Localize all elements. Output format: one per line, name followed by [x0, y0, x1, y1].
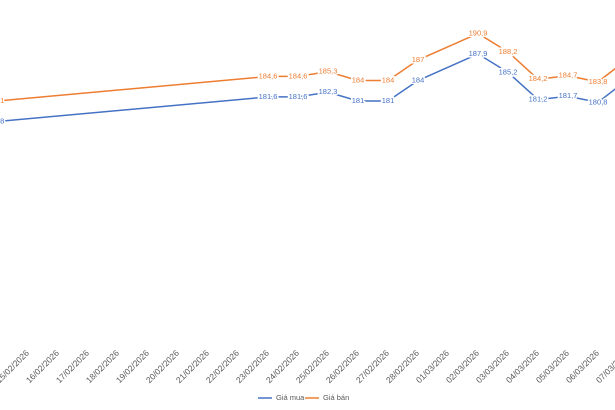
data-label: 181,7 — [559, 91, 578, 100]
data-label: 182,3 — [319, 87, 338, 96]
data-label: 181,2 — [529, 95, 548, 104]
data-label: 184,7 — [559, 71, 578, 80]
data-label: 181 — [382, 96, 395, 105]
data-label: 190,9 — [469, 28, 488, 37]
legend-label: Giá mua — [276, 393, 305, 402]
data-label: 184 — [382, 76, 395, 85]
data-label: 184,6 — [289, 71, 308, 80]
data-label: 187,9 — [469, 49, 488, 58]
data-label: 181,6 — [289, 92, 308, 101]
data-label: 185,2 — [499, 67, 518, 76]
data-label: 183,8 — [589, 77, 608, 86]
data-label: 184,2 — [529, 74, 548, 83]
series-line — [0, 53, 615, 123]
legend-label: Giá bán — [323, 393, 349, 402]
data-label: 188,2 — [499, 47, 518, 56]
data-label: 184 — [352, 76, 365, 85]
data-label: 181 — [0, 96, 4, 105]
data-label: 178 — [0, 116, 4, 125]
data-label: 184,6 — [259, 71, 278, 80]
data-label: 180,8 — [589, 97, 608, 106]
series-line — [0, 32, 615, 102]
data-label: 181 — [352, 96, 365, 105]
data-label: 185,3 — [319, 67, 338, 76]
data-label: 184 — [412, 76, 425, 85]
data-label: 187 — [412, 55, 425, 64]
data-label: 181,6 — [259, 92, 278, 101]
